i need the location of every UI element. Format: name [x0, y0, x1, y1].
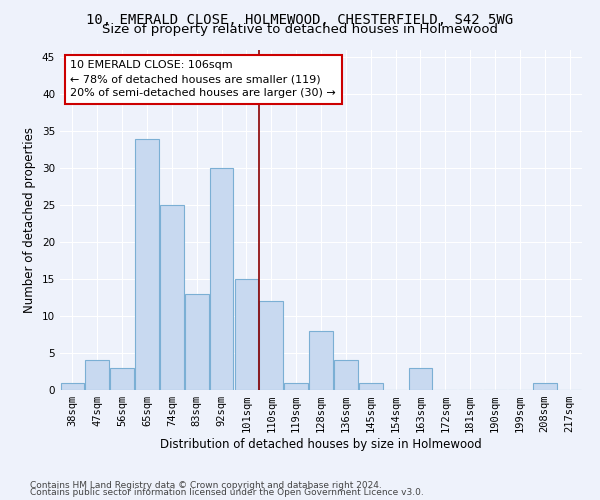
X-axis label: Distribution of detached houses by size in Holmewood: Distribution of detached houses by size … [160, 438, 482, 451]
Bar [135, 138, 159, 390]
Y-axis label: Number of detached properties: Number of detached properties [23, 127, 37, 313]
Bar [409, 368, 432, 390]
Bar [85, 360, 109, 390]
Bar [110, 368, 134, 390]
Bar [61, 382, 84, 390]
Bar [284, 382, 308, 390]
Text: 10, EMERALD CLOSE, HOLMEWOOD, CHESTERFIELD, S42 5WG: 10, EMERALD CLOSE, HOLMEWOOD, CHESTERFIE… [86, 12, 514, 26]
Bar [259, 302, 283, 390]
Text: Contains HM Land Registry data © Crown copyright and database right 2024.: Contains HM Land Registry data © Crown c… [30, 480, 382, 490]
Bar [210, 168, 233, 390]
Text: Contains public sector information licensed under the Open Government Licence v3: Contains public sector information licen… [30, 488, 424, 497]
Bar [533, 382, 557, 390]
Bar [334, 360, 358, 390]
Bar [160, 205, 184, 390]
Bar [309, 331, 333, 390]
Bar [359, 382, 383, 390]
Text: 10 EMERALD CLOSE: 106sqm
← 78% of detached houses are smaller (119)
20% of semi-: 10 EMERALD CLOSE: 106sqm ← 78% of detach… [70, 60, 336, 98]
Text: Size of property relative to detached houses in Holmewood: Size of property relative to detached ho… [102, 22, 498, 36]
Bar [235, 279, 258, 390]
Bar [185, 294, 209, 390]
